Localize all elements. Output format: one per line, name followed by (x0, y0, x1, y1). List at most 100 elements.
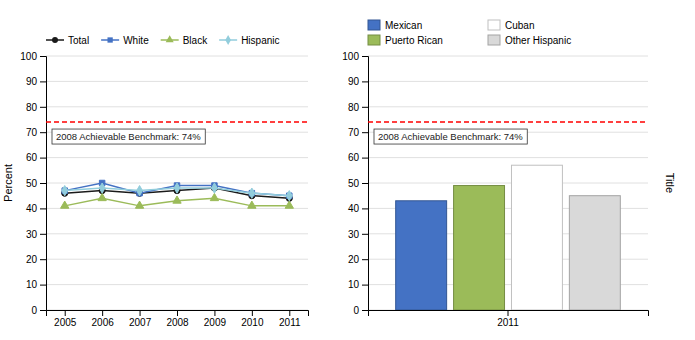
y-axis: 0 10 20 30 40 50 60 70 80 90 100 (20, 51, 46, 316)
y-tick: 90 (26, 76, 46, 87)
x-tick: 2009 (204, 310, 227, 328)
grid-line (368, 106, 648, 107)
y-tick-label: 50 (348, 178, 360, 189)
y-tick-label: 90 (26, 76, 38, 87)
y-tick: 100 (342, 51, 368, 62)
plot-area (46, 122, 308, 208)
legend-label: Total (68, 35, 89, 46)
y-tick: 50 (348, 178, 368, 189)
y-axis-line (40, 57, 47, 311)
y-tick: 30 (348, 229, 368, 240)
y-tick-label: 10 (348, 279, 360, 290)
legend-label: Cuban (505, 20, 534, 31)
x-tick: 2011 (279, 310, 301, 328)
x-tick-mark (508, 310, 509, 316)
bar (396, 201, 447, 310)
grid (368, 56, 648, 310)
y-tick: 100 (20, 51, 46, 62)
grid-line (368, 81, 648, 82)
x-tick: 2005 (54, 310, 77, 328)
benchmark-line (46, 121, 308, 123)
grid-line (46, 284, 308, 285)
series-marker (99, 183, 105, 193)
plot-area (368, 122, 648, 310)
series-marker (249, 188, 255, 198)
y-tick-mark (40, 56, 46, 57)
x-tick: 2011 (497, 310, 519, 328)
y-tick-label: 0 (31, 305, 37, 316)
y-tick-label: 80 (26, 102, 38, 113)
grid-line (46, 233, 308, 234)
legend-label: Black (183, 35, 208, 46)
y-tick: 70 (348, 127, 368, 138)
x-tick: 2006 (92, 310, 115, 328)
x-tick-mark (140, 310, 141, 316)
y-tick: 40 (26, 203, 46, 214)
legend-marker (107, 37, 112, 42)
y-tick-mark (40, 234, 46, 235)
y-tick: 20 (348, 254, 368, 265)
legend-label: Hispanic (241, 35, 279, 46)
y-tick-mark (362, 183, 368, 184)
y-tick-mark (362, 107, 368, 108)
y-tick-mark (362, 56, 368, 57)
y-tick-label: 0 (353, 305, 359, 316)
y-tick-mark (40, 183, 46, 184)
y-tick: 10 (26, 279, 46, 290)
y-tick-mark (40, 259, 46, 260)
series-marker (286, 191, 292, 201)
y-tick: 0 (31, 305, 46, 316)
y-tick-mark (40, 132, 46, 133)
bar (569, 196, 620, 310)
y-tick-mark (362, 158, 368, 159)
series-marker (137, 186, 143, 196)
legend-swatch (488, 35, 500, 45)
y-tick-mark (40, 285, 46, 286)
series-marker (61, 201, 69, 208)
y-tick-label: 40 (348, 203, 360, 214)
y-tick-mark (362, 132, 368, 133)
y-tick: 40 (348, 203, 368, 214)
y-tick: 30 (26, 229, 46, 240)
x-tick: 2007 (129, 310, 152, 328)
y-axis-title: Percent (2, 164, 14, 202)
x-tick-label: 2011 (279, 317, 301, 328)
y-tick-label: 40 (26, 203, 38, 214)
x-tick: 2008 (166, 310, 189, 328)
y-tick-mark (362, 310, 368, 311)
y-tick-label: 50 (26, 178, 38, 189)
grid-line (46, 56, 308, 57)
y-tick: 10 (348, 279, 368, 290)
y2-axis-title: Title (664, 173, 676, 193)
y-tick-mark (40, 208, 46, 209)
legend-item: Hispanic (219, 35, 279, 46)
y-tick-label: 60 (26, 152, 38, 163)
benchmark-label-box (374, 129, 527, 144)
series-marker (248, 201, 256, 208)
series-marker (98, 193, 106, 200)
x-tick: 2010 (241, 310, 264, 328)
y-tick-mark (40, 107, 46, 108)
y-tick-label: 20 (26, 254, 38, 265)
legend: Total White Black Hispanic (46, 35, 280, 46)
y-tick-mark (40, 158, 46, 159)
x-axis-line (369, 311, 649, 317)
y-tick-label: 90 (348, 76, 360, 87)
x-tick-mark (177, 310, 178, 316)
series-marker (62, 186, 68, 196)
legend-label: White (123, 35, 149, 46)
y-tick-label: 100 (20, 51, 37, 62)
x-tick-mark (102, 310, 103, 316)
legend-label: Puerto Rican (385, 35, 443, 46)
y-tick: 60 (26, 152, 46, 163)
y-tick-mark (40, 310, 46, 311)
series-line (65, 183, 290, 196)
legend-label: Other Hispanic (505, 35, 571, 46)
x-tick-label: 2009 (204, 317, 227, 328)
y-tick-mark (362, 81, 368, 82)
benchmark-label: 2008 Achievable Benchmark: 74% (56, 131, 201, 142)
panel-0: 0 10 20 30 40 50 60 70 80 90 100 2005 2006 2007 2008 20… (2, 35, 309, 329)
y-tick: 20 (26, 254, 46, 265)
y-tick: 70 (26, 127, 46, 138)
legend-item: Puerto Rican (368, 35, 443, 46)
